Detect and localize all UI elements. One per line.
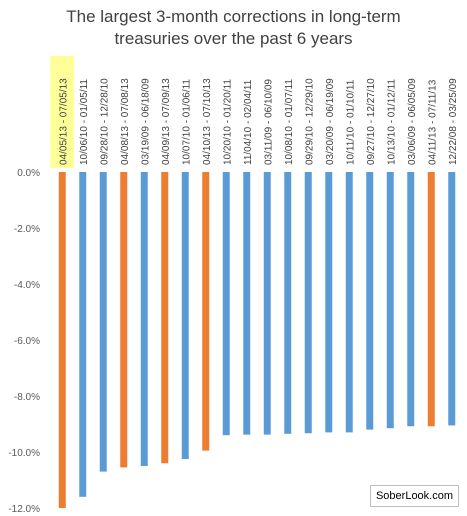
bar: [161, 172, 169, 464]
category-label-highlight: [50, 56, 75, 168]
category-label: 10/07/10 - 01/06/11: [181, 79, 192, 165]
bar: [120, 172, 128, 468]
bar: [202, 172, 210, 451]
bar: [407, 172, 415, 427]
y-tick-label: -10.0%: [8, 448, 40, 459]
category-label: 04/10/13 - 07/10/13: [202, 78, 213, 165]
category-label: 10/13/10 - 01/12/11: [386, 79, 397, 165]
chart-title-line-1: The largest 3-month corrections in long-…: [66, 7, 401, 26]
bar: [263, 172, 271, 435]
category-label: 09/29/10 - 12/29/10: [304, 78, 315, 165]
bar: [58, 172, 66, 508]
category-label: 10/11/10 - 01/10/11: [345, 79, 356, 165]
category-label: 04/05/13 - 07/05/13: [58, 78, 69, 165]
bar: [427, 172, 435, 427]
bar: [366, 172, 374, 430]
category-label: 03/19/09 - 06/18/09: [140, 78, 151, 165]
category-label: 10/20/10 - 01/20/11: [222, 79, 233, 165]
y-tick-label: -12.0%: [8, 504, 40, 515]
y-tick-label: 0.0%: [17, 168, 40, 179]
category-label: 10/06/10 - 01/05/11: [79, 79, 90, 165]
category-label: 11/04/10 - 02/04/11: [243, 79, 254, 165]
bar: [243, 172, 251, 435]
y-tick-label: -4.0%: [14, 280, 40, 291]
category-label: 09/28/10 - 12/28/10: [99, 78, 110, 165]
category-label: 09/27/10 - 12/27/10: [366, 78, 377, 165]
bar: [284, 172, 292, 434]
bar: [79, 172, 87, 497]
category-label: 03/06/09 - 06/05/09: [407, 78, 418, 165]
category-label: 04/09/13 - 07/09/13: [161, 78, 172, 165]
watermark: SoberLook.com: [370, 485, 459, 507]
y-tick-label: -6.0%: [14, 336, 40, 347]
category-label: 12/22/08 - 03/25/09: [448, 78, 459, 165]
bar: [345, 172, 353, 433]
bar: [181, 172, 189, 459]
category-label: 04/11/13 - 07/11/13: [427, 79, 438, 165]
bar: [325, 172, 333, 433]
bar: [386, 172, 394, 429]
y-tick-label: -2.0%: [14, 224, 40, 235]
category-label: 04/08/13 - 07/08/13: [120, 78, 131, 165]
category-label: 03/20/09 - 06/19/09: [325, 78, 336, 165]
chart-title-line-2: treasuries over the past 6 years: [114, 29, 353, 48]
chart-title: The largest 3-month corrections in long-…: [0, 6, 467, 50]
bar: [448, 172, 456, 426]
category-label: 10/08/10 - 01/07/11: [284, 79, 295, 165]
category-label: 03/11/09 - 06/10/09: [263, 79, 274, 165]
bar: [222, 172, 230, 436]
bar: [140, 172, 148, 466]
bar: [304, 172, 312, 434]
bar: [99, 172, 107, 472]
y-tick-label: -8.0%: [14, 392, 40, 403]
